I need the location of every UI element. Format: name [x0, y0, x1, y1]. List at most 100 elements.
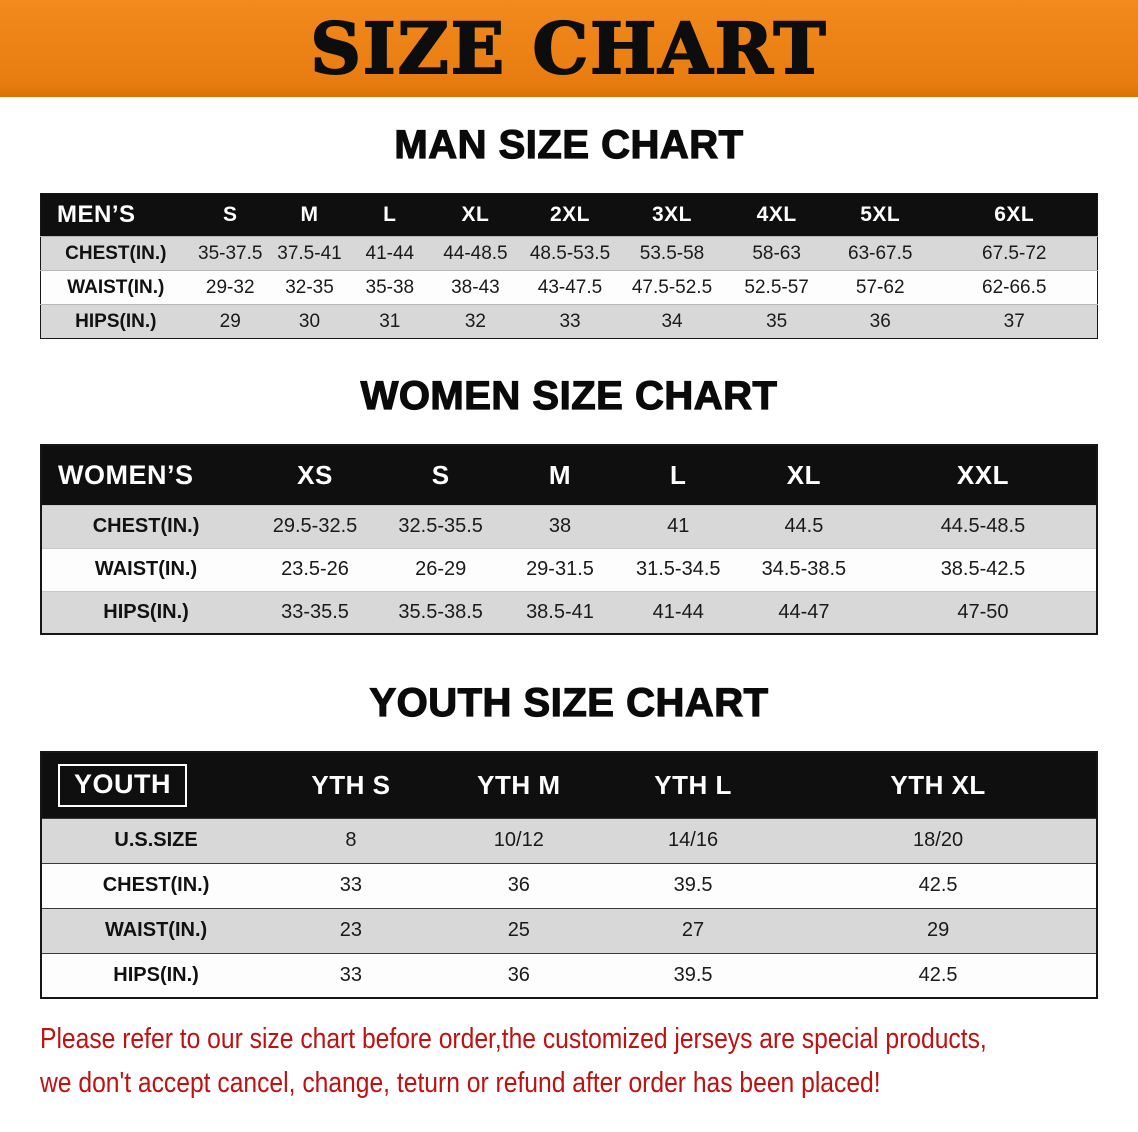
measurement-label: HIPS(IN.) [41, 590, 251, 634]
size-header-label: XL [786, 459, 822, 490]
measurement-label: HIPS(IN.) [40, 304, 191, 339]
measurement-value: 23.5-26 [250, 547, 380, 591]
measurement-value: 41-44 [618, 590, 738, 634]
measurement-value: 33 [520, 304, 620, 339]
measurement-value: 44-48.5 [430, 236, 521, 271]
size-header-cell: 6XL [931, 194, 1097, 237]
measurement-label: CHEST(IN.) [41, 504, 251, 548]
men-size-table: MEN’S S M L XL 2XL 3XL 4XL 5XL 6XL CHEST(IN.) 35-37… [40, 193, 1098, 339]
youth-header-row: YOUTH YTH S YTH M YTH L YTH XL [41, 752, 1097, 818]
measurement-value: 44-47 [737, 590, 870, 634]
size-header-label: XS [297, 459, 333, 490]
measurement-value: 32.5-35.5 [379, 504, 502, 548]
youth-table-row: U.S.SIZE 8 10/12 14/16 18/20 [41, 817, 1097, 863]
measurement-value: 34 [619, 304, 725, 339]
page-title: SIZE CHART [309, 6, 828, 90]
measurement-value: 31 [349, 304, 431, 339]
men-table-row: CHEST(IN.) 35-37.5 37.5-41 41-44 44-48.5 48.5… [40, 236, 1098, 271]
disclaimer-line-1: Please refer to our size chart before or… [40, 1023, 987, 1055]
measurement-value: 35.5-38.5 [379, 590, 502, 634]
measurement-value: 38.5-42.5 [869, 547, 1097, 591]
measurement-value: 29 [190, 304, 270, 339]
measurement-value: 52.5-57 [724, 270, 829, 305]
size-header-cell: YTH XL [780, 752, 1097, 818]
measurement-value: 48.5-53.5 [520, 236, 620, 271]
measurement-label: HIPS(IN.) [41, 952, 271, 998]
women-chart-heading: WOMEN SIZE CHART [360, 373, 778, 418]
women-table-row: CHEST(IN.) 29.5-32.5 32.5-35.5 38 41 44.5 44.5… [41, 504, 1097, 548]
measurement-value: 32-35 [269, 270, 350, 305]
measurement-value: 32 [430, 304, 521, 339]
measurement-label: WAIST(IN.) [40, 270, 191, 305]
measurement-value: 33-35.5 [250, 590, 380, 634]
men-size-section: MAN SIZE CHART MEN’S S M L XL 2XL 3XL 4XL 5XL 6XL C… [40, 122, 1098, 339]
sections: MAN SIZE CHART MEN’S S M L XL 2XL 3XL 4XL 5XL 6XL C… [0, 122, 1138, 999]
measurement-value: 27 [605, 907, 781, 953]
size-header-label: YTH M [477, 769, 561, 800]
measurement-value: 26-29 [379, 547, 502, 591]
measurement-label: U.S.SIZE [41, 817, 271, 863]
size-header-cell: L [619, 445, 738, 505]
size-header-label: YTH L [654, 769, 732, 800]
size-header-cell: XS [250, 445, 380, 505]
measurement-value: 43-47.5 [520, 270, 620, 305]
size-header-cell: YTH M [432, 752, 606, 818]
size-header-label: L [383, 203, 397, 226]
size-header-label: L [670, 459, 687, 490]
size-header-label: 2XL [550, 203, 591, 226]
size-header-cell: YTH S [270, 752, 432, 818]
measurement-value: 34.5-38.5 [737, 547, 870, 591]
measurement-value: 41-44 [349, 236, 431, 271]
measurement-value: 36 [431, 952, 606, 998]
men-table-head: MEN’S S M L XL 2XL 3XL 4XL 5XL 6XL [40, 193, 1098, 237]
women-table-title: WOMEN’S [58, 459, 194, 490]
size-header-cell: 3XL [620, 194, 725, 237]
measurement-value: 44.5-48.5 [869, 504, 1097, 548]
measurement-value: 57-62 [828, 270, 932, 305]
women-table-body: CHEST(IN.) 29.5-32.5 32.5-35.5 38 41 44.5 44.5… [41, 504, 1097, 634]
measurement-value: 62-66.5 [931, 270, 1098, 305]
measurement-value: 29 [780, 907, 1097, 953]
measurement-value: 14/16 [605, 817, 781, 863]
measurement-value: 10/12 [431, 817, 606, 863]
size-header-label: XL [461, 203, 490, 226]
size-header-cell: M [501, 445, 618, 505]
measurement-label: WAIST(IN.) [41, 907, 271, 953]
measurement-value: 25 [431, 907, 606, 953]
measurement-value: 29-32 [190, 270, 270, 305]
size-header-cell: XXL [870, 445, 1097, 505]
measurement-value: 47-50 [869, 590, 1097, 634]
youth-corner-cell: YOUTH [41, 752, 270, 818]
disclaimer: Please refer to our size chart before or… [40, 1017, 1098, 1105]
women-size-section: WOMEN SIZE CHART WOMEN’S XS S M L XL XXL CHEST(I… [40, 373, 1098, 635]
measurement-value: 23 [270, 907, 432, 953]
measurement-value: 31.5-34.5 [618, 547, 738, 591]
measurement-value: 35-38 [349, 270, 431, 305]
measurement-value: 37 [931, 304, 1098, 339]
banner: SIZE CHART [0, 0, 1138, 97]
measurement-value: 30 [269, 304, 350, 339]
women-table-row: HIPS(IN.) 33-35.5 35.5-38.5 38.5-41 41-44 44-… [41, 590, 1097, 634]
youth-table-body: U.S.SIZE 8 10/12 14/16 18/20 CHEST(IN.) 33 36 39… [41, 817, 1097, 998]
size-header-label: M [300, 203, 319, 226]
measurement-value: 33 [270, 952, 432, 998]
measurement-value: 8 [270, 817, 432, 863]
measurement-value: 67.5-72 [931, 236, 1098, 271]
size-header-label: YTH XL [890, 769, 986, 800]
measurement-label: CHEST(IN.) [41, 862, 271, 908]
size-header-label: 3XL [652, 203, 693, 226]
size-header-label: 5XL [860, 203, 901, 226]
youth-table-row: HIPS(IN.) 33 36 39.5 42.5 [41, 952, 1097, 998]
youth-chart-heading: YOUTH SIZE CHART [369, 680, 769, 725]
size-header-cell: S [380, 445, 501, 505]
measurement-value: 42.5 [780, 952, 1097, 998]
measurement-value: 38 [501, 504, 619, 548]
youth-table-head: YOUTH YTH S YTH M YTH L YTH XL [41, 752, 1097, 818]
men-table-row: HIPS(IN.) 29 30 31 32 33 34 35 36 37 [40, 304, 1098, 339]
youth-size-section: YOUTH SIZE CHART YOUTH YTH S YTH M YTH L YTH … [40, 680, 1098, 999]
measurement-value: 35-37.5 [190, 236, 270, 271]
women-corner-cell: WOMEN’S [41, 445, 250, 505]
measurement-value: 29.5-32.5 [250, 504, 380, 548]
size-header-cell: 4XL [724, 194, 829, 237]
